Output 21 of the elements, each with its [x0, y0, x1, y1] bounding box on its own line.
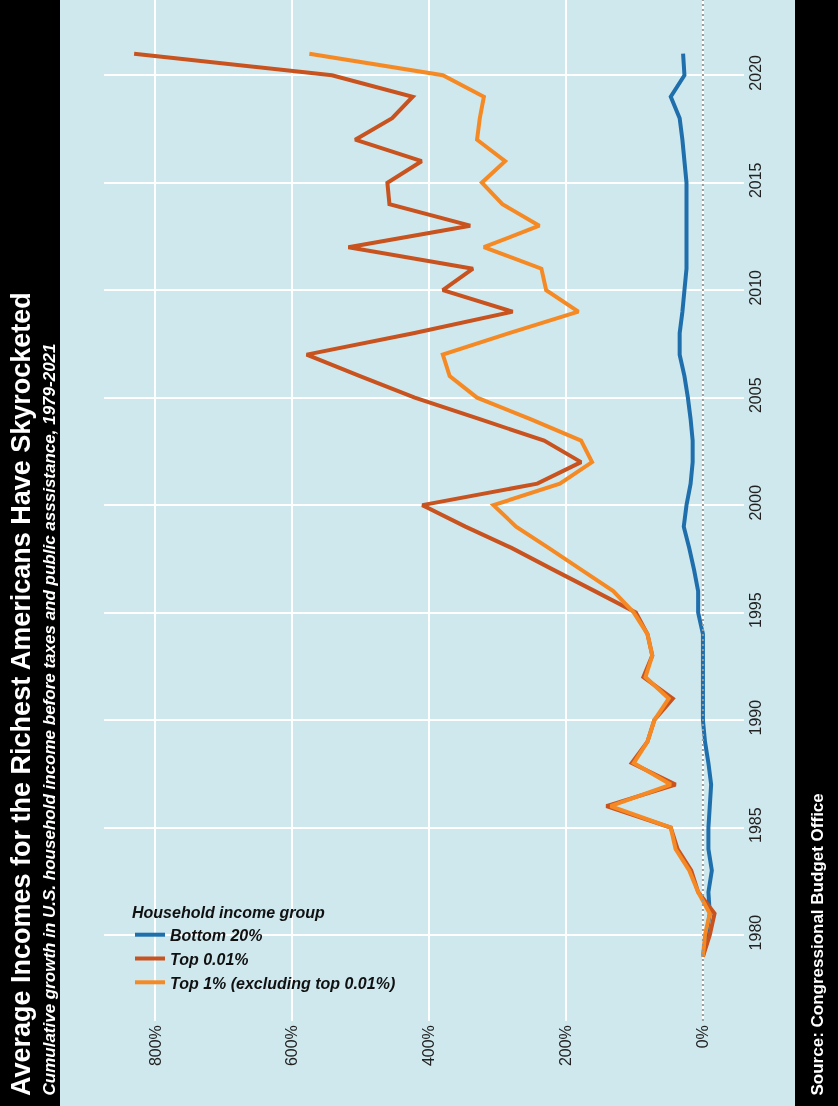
y-tick-label: 2020: [747, 54, 764, 91]
y-tick-label: 2015: [747, 162, 764, 199]
y-tick-label: 2005: [747, 377, 764, 414]
x-tick-label: 400%: [420, 1025, 438, 1067]
legend-title: Household income group: [132, 903, 326, 921]
legend-label: Top 1% (excluding top 0.01%): [170, 974, 396, 992]
source-note: Source: Congressional Budget Office: [807, 793, 827, 1096]
x-tick-label: 200%: [557, 1025, 575, 1067]
text: Average Incomes for the Richest Americans Have Skyrocketed: [6, 292, 36, 1096]
y-tick-label: 1980: [747, 914, 764, 951]
legend-label: Top 0.01%: [170, 950, 249, 968]
y-tick-label: 1985: [747, 807, 764, 843]
x-tick-label: 600%: [283, 1025, 301, 1067]
x-tick-label: 800%: [146, 1025, 164, 1067]
y-tick-label: 1995: [747, 592, 764, 628]
legend-label: Bottom 20%: [170, 926, 263, 944]
y-tick-label: 2000: [747, 484, 764, 521]
y-tick-label: 1990: [747, 699, 764, 736]
x-tick-label: 0%: [694, 1025, 712, 1049]
text: Cumulative growth in U.S. household income before taxes and public asssistance, 1979-2021: [39, 343, 59, 1096]
y-tick-label: 2010: [747, 269, 764, 306]
